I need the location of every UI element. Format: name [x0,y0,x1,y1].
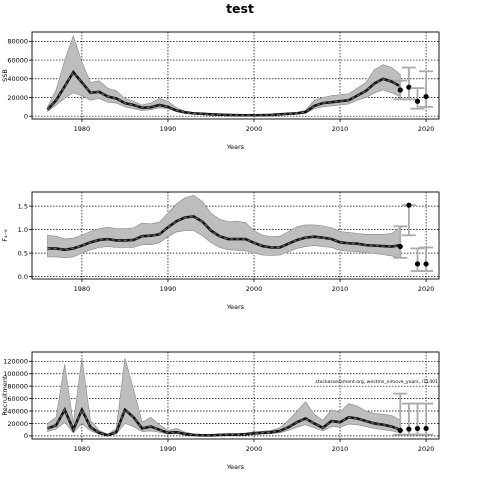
y-tick-label: 60000 [7,56,28,64]
x-tick-label: 2000 [246,125,263,133]
projection-1 [401,402,416,436]
y-tick-label: 20000 [7,94,28,102]
annotation: stockassessment.org, westms_nimove_years… [315,379,438,385]
panel-1: 1980 1990 2000 2010 2020 0 20000 40000 60000 8000… [1,31,440,151]
projection-2 [410,402,425,436]
projection-point [423,261,429,267]
projection-point [414,425,421,432]
projection-2 [410,247,425,272]
y-tick-label: 0 [24,432,28,440]
projection-point [414,98,421,104]
projection-3 [419,70,434,108]
projection-point [406,202,412,208]
projection-3 [419,246,434,272]
x-tick-label: 1980 [74,445,91,453]
x-tick-label: 2020 [418,445,435,453]
x-tick-label: 2010 [332,125,349,133]
axes-frame [31,191,440,280]
projection-point [423,425,429,432]
projection-point [423,93,429,100]
projection-point [414,261,421,267]
figure-title: test [226,1,254,16]
panel-2: 1980 1990 2000 2010 2020 0.0 0.5 1.0 1.5 Years F₄₋… [1,191,440,311]
projection-point [406,84,412,90]
x-tick-label: 2000 [246,285,263,293]
y-tick-label: 100000 [3,370,28,378]
confidence-band [47,34,401,116]
x-axis-label: Years [226,143,245,151]
panel-3: 1980 1990 2000 2010 2020 0 20000 40000 60000 8000… [1,351,440,471]
y-tick-label: 80000 [7,38,28,46]
y-axis-label: F₄₋₈ [1,229,9,242]
x-tick-label: 1980 [74,125,91,133]
x-axis-label: Years [226,463,245,471]
confidence-band [47,194,401,259]
median-line-dash [47,71,401,116]
axes-frame [31,351,440,440]
y-tick-label: 0 [24,112,28,120]
y-tick-label: 0.0 [18,273,28,281]
y-tick-label: 0.5 [18,249,28,257]
projection-0 [393,225,408,259]
x-tick-label: 1980 [74,285,91,293]
y-tick-label: 40000 [7,75,28,83]
x-tick-label: 1990 [160,445,177,453]
y-tick-label: 60000 [7,395,28,403]
median-line-dash [47,215,401,251]
projection-2 [410,87,425,110]
x-tick-label: 2010 [332,445,349,453]
y-axis-label: Recruitment [1,375,9,415]
y-tick-label: 80000 [7,382,28,390]
projection-point [406,426,412,432]
x-tick-label: 1990 [160,125,177,133]
y-axis-label: SSB [1,69,9,82]
x-tick-label: 1990 [160,285,177,293]
axes-frame [31,31,440,120]
y-tick-label: 1.0 [18,226,28,234]
y-tick-label: 20000 [7,420,28,428]
x-tick-label: 2020 [418,285,435,293]
projection-point [397,243,403,250]
x-axis-label: Years [226,303,245,311]
y-tick-label: 1.5 [18,202,28,210]
confidence-band [47,358,401,436]
projection-point [397,87,403,93]
y-tick-label: 40000 [7,407,28,415]
projection-point [397,427,403,433]
median-line [47,406,401,437]
projection-3 [419,402,434,436]
x-tick-label: 2010 [332,285,349,293]
x-tick-label: 2020 [418,125,435,133]
projection-1 [401,202,416,237]
x-tick-label: 2000 [246,445,263,453]
projection-1 [401,66,416,101]
y-tick-label: 120000 [3,358,28,366]
